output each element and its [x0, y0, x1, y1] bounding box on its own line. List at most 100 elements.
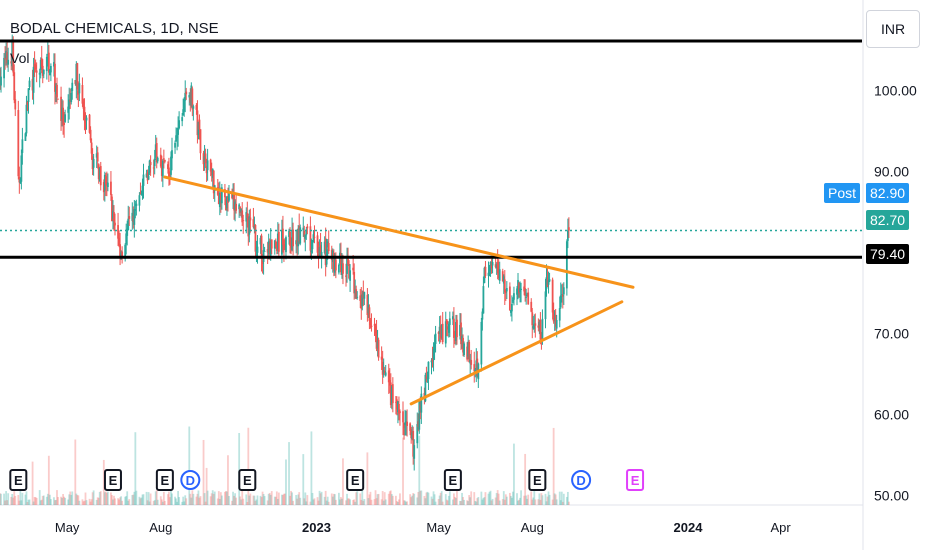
- candle-body: [434, 333, 437, 344]
- volume-bar: [480, 491, 483, 505]
- volume-bar: [524, 453, 527, 505]
- candle-body: [431, 358, 434, 362]
- candle-body: [546, 279, 549, 287]
- candle-body: [346, 258, 348, 274]
- candle-body: [184, 92, 187, 101]
- earnings-marker[interactable]: E: [9, 469, 28, 491]
- candle-body: [134, 209, 137, 211]
- volume-bar: [88, 498, 91, 505]
- volume-bar: [248, 495, 251, 505]
- time-tick-label: May: [55, 520, 80, 535]
- candle-body: [275, 244, 278, 251]
- candle-body: [311, 239, 314, 250]
- earnings-marker[interactable]: E: [626, 469, 645, 491]
- volume-bar: [127, 500, 130, 505]
- candle-body: [240, 208, 243, 213]
- volume-bar: [98, 491, 101, 505]
- volume-bar: [440, 491, 443, 505]
- volume-bar: [7, 493, 10, 505]
- candle-body: [323, 241, 326, 254]
- earnings-marker[interactable]: E: [346, 469, 365, 491]
- horizontal-levels[interactable]: [0, 39, 862, 259]
- earnings-marker[interactable]: E: [103, 469, 122, 491]
- candle-body: [548, 279, 551, 282]
- candle-body: [468, 341, 471, 363]
- candle-body: [487, 272, 490, 276]
- candle-body: [526, 294, 529, 297]
- candle-body: [67, 106, 70, 113]
- volume-bar: [67, 499, 70, 505]
- candle-body: [438, 326, 441, 335]
- candle-body: [376, 340, 379, 349]
- volume-bar: [176, 501, 178, 505]
- volume-bar: [97, 497, 100, 505]
- event-letter: E: [14, 473, 23, 488]
- earnings-marker[interactable]: E: [443, 469, 462, 491]
- candle-body: [171, 150, 173, 159]
- earnings-marker[interactable]: E: [238, 469, 257, 491]
- volume-bar: [418, 435, 421, 505]
- candle-body: [313, 236, 316, 238]
- currency-button[interactable]: INR: [866, 10, 920, 48]
- candle-body: [405, 421, 407, 424]
- earnings-marker[interactable]: E: [155, 469, 174, 491]
- candle-body: [68, 99, 71, 110]
- volume-bar: [423, 495, 426, 505]
- volume-bar: [238, 432, 241, 505]
- candle-body: [231, 192, 233, 199]
- candle-body: [46, 54, 49, 56]
- earnings-marker[interactable]: E: [528, 469, 547, 491]
- candle-body: [508, 286, 511, 311]
- volume-bar: [282, 494, 284, 505]
- candle-body: [183, 98, 186, 112]
- trendlines[interactable]: [163, 175, 635, 406]
- volume-bar: [354, 501, 357, 505]
- candle-body: [406, 421, 408, 426]
- volume-bar: [291, 492, 293, 505]
- dividend-marker[interactable]: D: [180, 470, 201, 490]
- volume-bar: [319, 493, 322, 505]
- volume-bar: [537, 499, 540, 505]
- volume-bar: [159, 496, 162, 505]
- candle-body: [249, 217, 252, 221]
- volume-bar: [156, 499, 159, 505]
- candle-body: [153, 158, 156, 167]
- volume-bar: [171, 493, 173, 505]
- dividend-marker[interactable]: D: [571, 470, 592, 490]
- candle-body: [423, 393, 426, 399]
- volume-bar: [558, 491, 561, 505]
- candle-body: [114, 222, 116, 226]
- volume-bar: [504, 494, 507, 505]
- volume-bar: [81, 499, 84, 505]
- candle-body: [4, 58, 6, 60]
- candle-body: [466, 346, 469, 360]
- candle-body: [145, 173, 148, 178]
- candle-body: [495, 264, 498, 269]
- volume-bar: [76, 494, 79, 505]
- candle-body: [416, 424, 419, 444]
- candle-body: [303, 230, 306, 237]
- volume-bar: [39, 500, 42, 505]
- volume-bar: [296, 498, 299, 505]
- volume-bar: [54, 500, 56, 505]
- volume-bar: [518, 499, 520, 505]
- event-letter: D: [576, 473, 585, 488]
- candle-body: [91, 156, 94, 170]
- candle-body: [396, 399, 398, 410]
- price-tick-label: 70.00: [874, 325, 909, 341]
- volume-bar: [27, 499, 30, 505]
- candle-body: [47, 52, 50, 73]
- volume-bar: [273, 496, 276, 505]
- candle-body: [160, 166, 163, 176]
- volume-bar: [174, 496, 176, 505]
- candle-body: [567, 227, 570, 231]
- volume-bar: [268, 492, 271, 505]
- candle-body: [551, 279, 554, 313]
- volume-bar: [425, 492, 428, 505]
- volume-bar: [228, 495, 230, 505]
- candle-body: [63, 122, 66, 125]
- volume-bar: [241, 490, 244, 505]
- candle-body: [190, 85, 193, 106]
